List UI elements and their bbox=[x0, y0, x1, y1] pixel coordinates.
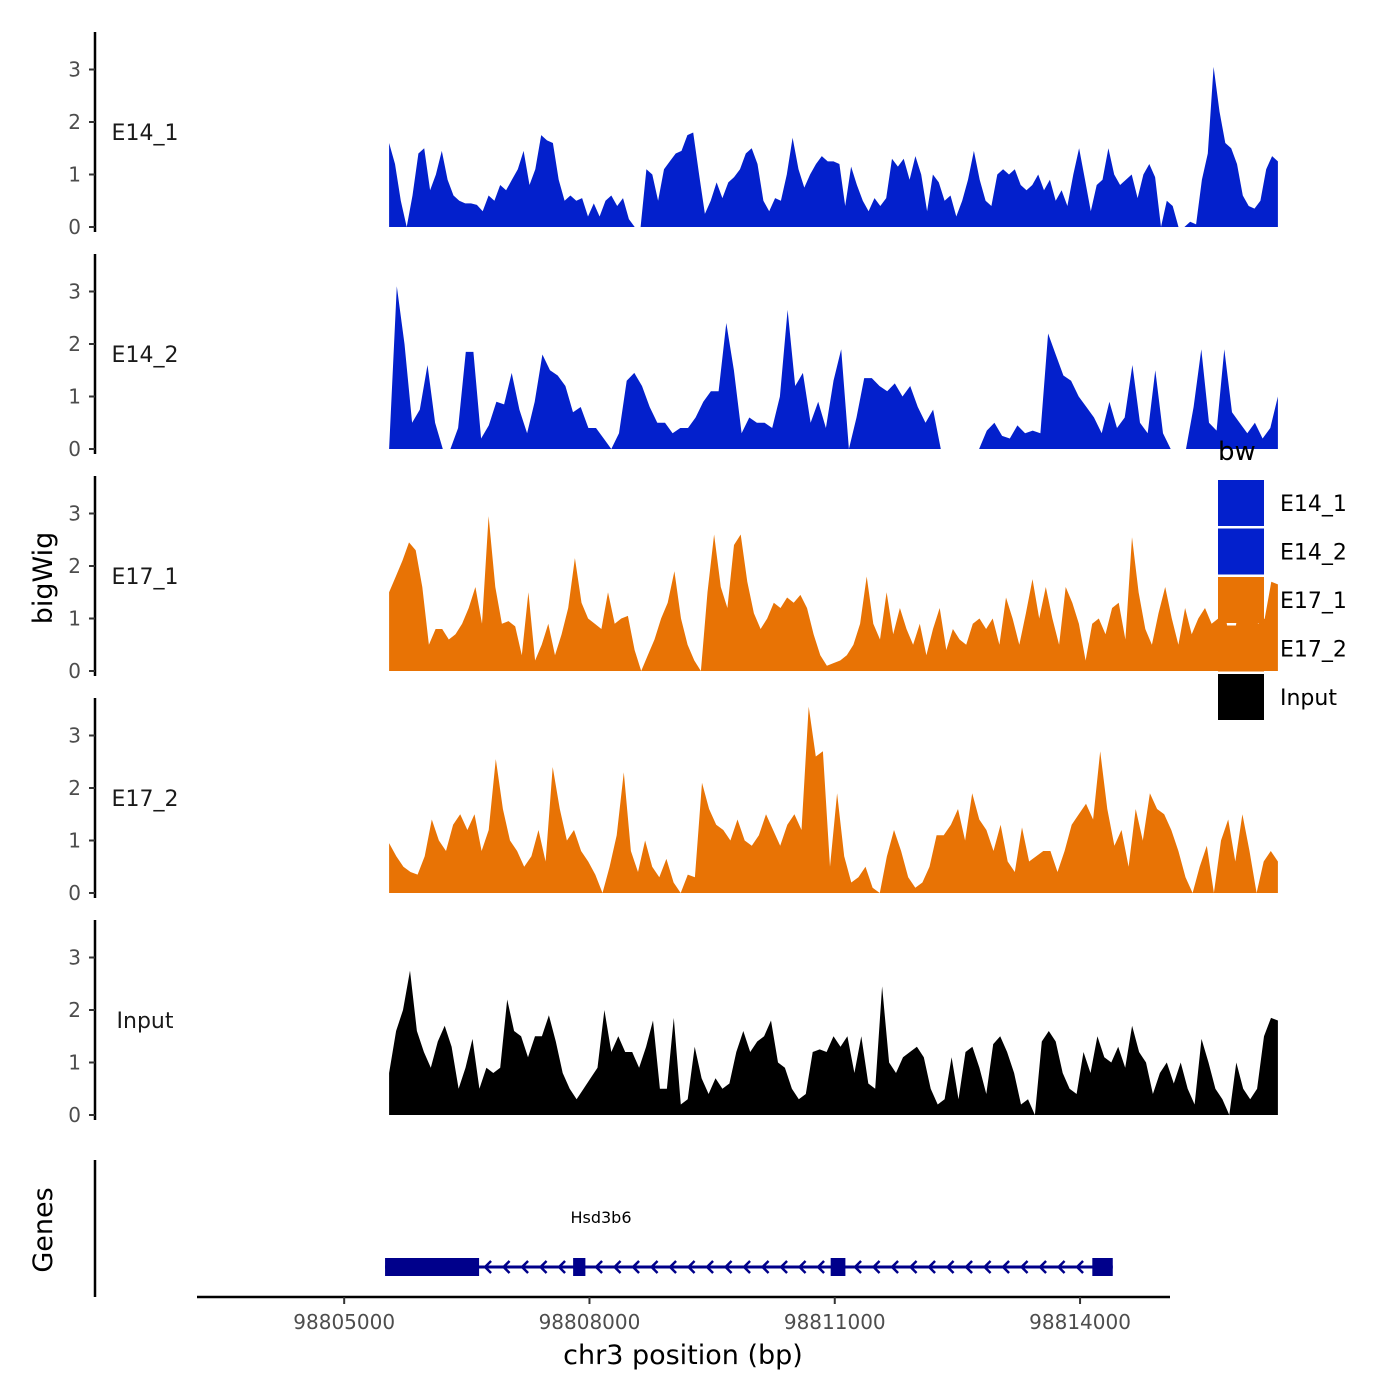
y-tick-label: 0 bbox=[68, 215, 81, 239]
strand-arrow bbox=[668, 1260, 677, 1274]
y-tick-label: 1 bbox=[68, 163, 81, 187]
strand-arrow bbox=[779, 1260, 788, 1274]
legend-label: E14_2 bbox=[1280, 541, 1347, 566]
track-E14_2: 0 1 2 3 E14_2 bbox=[68, 254, 1278, 461]
strand-arrow bbox=[1001, 1260, 1010, 1274]
strand-arrow bbox=[686, 1260, 696, 1274]
genes-track-label: Genes bbox=[28, 1187, 59, 1272]
y-tick-label: 1 bbox=[68, 1051, 81, 1075]
strand-arrow bbox=[483, 1260, 492, 1274]
y-tick-label: 2 bbox=[68, 110, 81, 134]
strand-arrow bbox=[705, 1260, 714, 1274]
y-tick-label: 2 bbox=[68, 998, 81, 1022]
strand-arrow bbox=[760, 1260, 770, 1274]
strand-arrow bbox=[890, 1260, 899, 1274]
gene-Hsd3b6: Hsd3b6 bbox=[385, 1208, 1113, 1276]
signal-area-E14_1 bbox=[389, 66, 1278, 228]
strand-arrow bbox=[594, 1260, 603, 1274]
x-tick-label: 98814000 bbox=[1029, 1310, 1131, 1334]
gene-name-label: Hsd3b6 bbox=[570, 1208, 631, 1227]
strand-arrow bbox=[1038, 1260, 1047, 1274]
y-tick-label: 0 bbox=[68, 437, 81, 461]
y-tick-label: 1 bbox=[68, 829, 81, 853]
x-tick-label: 98805000 bbox=[293, 1310, 395, 1334]
exon bbox=[385, 1258, 480, 1276]
strand-arrow bbox=[538, 1260, 548, 1274]
strand-arrow bbox=[945, 1260, 955, 1274]
legend-label: E14_1 bbox=[1280, 492, 1347, 517]
strand-arrow bbox=[1056, 1260, 1066, 1274]
legend-key-E14_2 bbox=[1218, 528, 1264, 575]
strand-arrow bbox=[871, 1260, 881, 1274]
y-tick-label: 3 bbox=[68, 280, 81, 304]
track-E17_1: 0 1 2 3 E17_1 bbox=[68, 476, 1278, 683]
y-tick-label: 2 bbox=[68, 332, 81, 356]
strand-arrow bbox=[742, 1260, 751, 1274]
signal-area-E17_2 bbox=[389, 706, 1278, 893]
strand-arrow bbox=[853, 1260, 862, 1274]
strand-arrow bbox=[797, 1260, 807, 1274]
x-tick-label: 98808000 bbox=[539, 1310, 641, 1334]
legend-label: Input bbox=[1280, 686, 1337, 711]
legend: bw E14_1 E14_2 E17_1 E17_2 Input bbox=[1218, 437, 1347, 720]
legend-key-E14_1 bbox=[1218, 480, 1264, 526]
strand-arrow bbox=[816, 1260, 825, 1274]
track-E14_1: 0 1 2 3 E14_1 bbox=[68, 32, 1278, 239]
y-tick-label: 2 bbox=[68, 776, 81, 800]
y-tick-label: 3 bbox=[68, 502, 81, 526]
strand-arrow bbox=[1075, 1260, 1084, 1274]
genes-track: Genes Hsd3b6 bbox=[28, 1160, 1113, 1297]
strand-arrow bbox=[612, 1260, 622, 1274]
track-label: E17_1 bbox=[112, 565, 179, 590]
y-tick-label: 0 bbox=[68, 1103, 81, 1127]
strand-arrow bbox=[927, 1260, 936, 1274]
signal-tracks: 0 1 2 3 E14_1 0 1 2 3 E14_2 0 1 2 3 E17_1 0 1 2 3 E17_2 0 1 2 3… bbox=[68, 32, 1278, 1127]
track-label: E14_1 bbox=[112, 121, 179, 146]
legend-title: bw bbox=[1218, 437, 1256, 467]
y-tick-label: 3 bbox=[68, 946, 81, 970]
legend-label: E17_2 bbox=[1280, 638, 1347, 663]
signal-area-E17_1 bbox=[389, 516, 1278, 671]
legend-key-Input bbox=[1218, 674, 1264, 720]
y-tick-label: 2 bbox=[68, 554, 81, 578]
y-tick-label: 0 bbox=[68, 659, 81, 683]
strand-arrow bbox=[557, 1260, 566, 1274]
y-tick-label: 3 bbox=[68, 58, 81, 82]
exon bbox=[830, 1258, 846, 1276]
strand-arrow bbox=[520, 1260, 529, 1274]
x-axis-title: chr3 position (bp) bbox=[563, 1340, 803, 1371]
signal-area-Input bbox=[389, 970, 1278, 1115]
strand-arrow bbox=[982, 1260, 992, 1274]
legend-label: E17_1 bbox=[1280, 589, 1347, 614]
track-Input: 0 1 2 3 Input bbox=[68, 920, 1278, 1127]
strand-arrow bbox=[723, 1260, 733, 1274]
track-label: Input bbox=[117, 1009, 174, 1034]
y-tick-label: 1 bbox=[68, 607, 81, 631]
strand-arrow bbox=[908, 1260, 918, 1274]
strand-arrow bbox=[501, 1260, 511, 1274]
strand-arrow bbox=[631, 1260, 640, 1274]
x-axis: 98805000 98808000 98811000 98814000 bbox=[197, 1295, 1170, 1334]
signal-area-E14_2 bbox=[389, 286, 1278, 449]
legend-key-E17_1 bbox=[1218, 577, 1264, 623]
legend-key-E17_2 bbox=[1218, 625, 1264, 672]
track-E17_2: 0 1 2 3 E17_2 bbox=[68, 698, 1278, 905]
strand-arrow bbox=[1019, 1260, 1029, 1274]
x-tick-label: 98811000 bbox=[784, 1310, 886, 1334]
y-tick-label: 3 bbox=[68, 724, 81, 748]
strand-arrow bbox=[964, 1260, 973, 1274]
exon bbox=[1092, 1258, 1113, 1276]
y-tick-label: 0 bbox=[68, 881, 81, 905]
y-tick-label: 1 bbox=[68, 385, 81, 409]
y-axis-title: bigWig bbox=[28, 532, 59, 625]
exon bbox=[573, 1258, 586, 1276]
track-label: E14_2 bbox=[112, 343, 179, 368]
strand-arrow bbox=[649, 1260, 659, 1274]
track-label: E17_2 bbox=[112, 787, 179, 812]
